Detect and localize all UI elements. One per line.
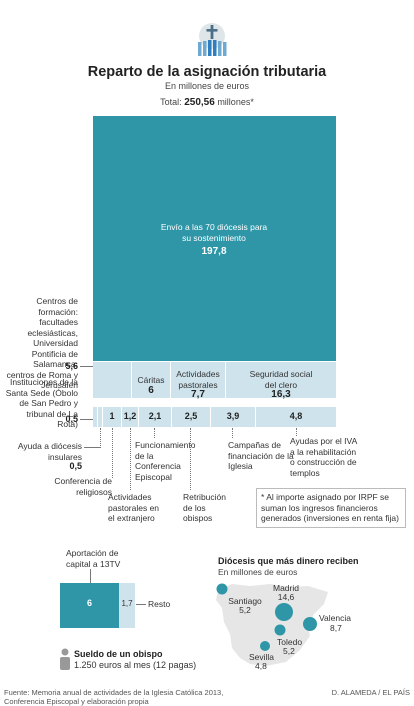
value-obispos: 2,5 [184, 411, 198, 421]
label-actividades: Actividades pastorales [176, 369, 220, 390]
subtitle: En millones de euros [164, 81, 250, 91]
value-seguridad: 16,3 [271, 389, 291, 400]
footer-credit: D. ALAMEDA / EL PAÍS [331, 688, 410, 697]
label-diocesis: Envío a las 70 diócesis para su sostenim… [160, 222, 268, 243]
label-resto: Resto [148, 599, 171, 609]
bar-13tv [60, 583, 119, 628]
total-suffix: millones* [217, 97, 254, 107]
page-title: Reparto de la asignación tributaria [87, 64, 327, 80]
sueldo-text: 1.250 euros al mes (12 pagas) [74, 660, 197, 670]
value-insulares: 0,5 [69, 461, 82, 471]
label-centros: Centros de formación: facultades eclesiá… [6, 296, 78, 390]
leader-insulares-h [84, 447, 100, 448]
value-conferencia: 2,1 [148, 411, 162, 421]
label-iva: Ayudas por el IVA a la rehabilitación o … [290, 436, 357, 478]
map-value-madrid: 14,6 [277, 592, 295, 602]
map-spain [210, 578, 340, 668]
footer-source-2: Conferencia Episcopal y elaboración prop… [4, 697, 149, 706]
value-actividades: 7,7 [191, 389, 205, 400]
leader-resto [136, 604, 146, 605]
leader-insulares [100, 428, 101, 448]
label-campanas: Campañas de financiación de la Iglesia [228, 440, 294, 471]
leader-centros [80, 366, 93, 367]
map-subtitle: En millones de euros [218, 567, 298, 577]
value-religiosos: 1 [109, 411, 115, 421]
total-value: 250,56 [184, 97, 215, 108]
map-value-toledo: 5,2 [283, 646, 295, 656]
leader-obispos [190, 428, 191, 490]
map-name-santiago: Santiago [228, 596, 262, 606]
leader-religiosos [112, 428, 113, 478]
value-extranjero: 1,2 [123, 411, 137, 421]
block-seguridad [226, 362, 336, 398]
block-obispos [172, 407, 210, 427]
label-caritas: Cáritas [137, 375, 165, 385]
sueldo-title: Sueldo de un obispo [74, 649, 163, 659]
map-name-madrid: Madrid [273, 583, 299, 593]
map-value-valencia: 8,7 [330, 623, 342, 633]
map-title: Diócesis que más dinero reciben [218, 556, 359, 566]
block-santa-sede [93, 407, 97, 427]
value-centros: 5,6 [65, 361, 78, 371]
footer-source-1: Fuente: Memoria anual de actividades de … [4, 688, 224, 697]
bar-resto [119, 583, 135, 628]
block-actividades [171, 362, 225, 398]
leader-13tv [90, 569, 91, 583]
value-caritas: 6 [148, 385, 154, 396]
total-prefix: Total: [160, 97, 182, 107]
map-name-sevilla: Sevilla [249, 652, 275, 662]
value-resto: 1,7 [121, 599, 133, 608]
map-name-valencia: Valencia [319, 613, 351, 623]
label-conferencia: Funcionamiento de la Conferencia Episcop… [135, 440, 196, 482]
map-value-sevilla: 4,8 [255, 661, 267, 671]
block-campanas [211, 407, 255, 427]
block-centros [93, 362, 131, 398]
label-insulares: Ayuda a diócesis insulares [17, 441, 82, 462]
value-campanas: 3,9 [226, 411, 240, 421]
label-santa-sede: Instituciones de la Santa Sede (Óbolo de… [5, 377, 78, 429]
leader-extranjero [130, 428, 131, 490]
block-extranjero [122, 407, 138, 427]
value-iva: 4,8 [289, 411, 303, 421]
label-obispos: Retribución de los obispos [183, 492, 226, 523]
map-value-santiago: 5,2 [239, 605, 251, 615]
value-diocesis: 197,8 [201, 246, 227, 257]
block-iva [256, 407, 336, 427]
block-caritas [132, 362, 170, 398]
map-name-toledo: Toledo [277, 637, 303, 647]
footnote: * Al importe asignado por IRPF se suman … [256, 488, 406, 528]
label-religiosos: Conferencia de religiosos [54, 476, 112, 497]
person-icon [58, 648, 72, 670]
block-conferencia [139, 407, 171, 427]
leader-conferencia [154, 428, 155, 438]
block-diocesis [93, 116, 336, 361]
label-extranjero: Actividades pastorales en el extranjero [108, 492, 160, 523]
total-line: Total: 250,56 millones* [0, 97, 414, 108]
leader-santa-sede [80, 419, 93, 420]
label-seguridad: Seguridad social del clero [249, 369, 313, 390]
block-religiosos [103, 407, 121, 427]
label-13tv: Aportación de capital a 13TV [66, 548, 121, 569]
leader-campanas [232, 428, 233, 438]
leader-iva [296, 428, 297, 436]
value-santa-sede: 0,5 [65, 414, 78, 424]
church-cross-icon [192, 22, 232, 58]
value-13tv: 6 [86, 598, 92, 608]
block-insulares [98, 407, 102, 427]
